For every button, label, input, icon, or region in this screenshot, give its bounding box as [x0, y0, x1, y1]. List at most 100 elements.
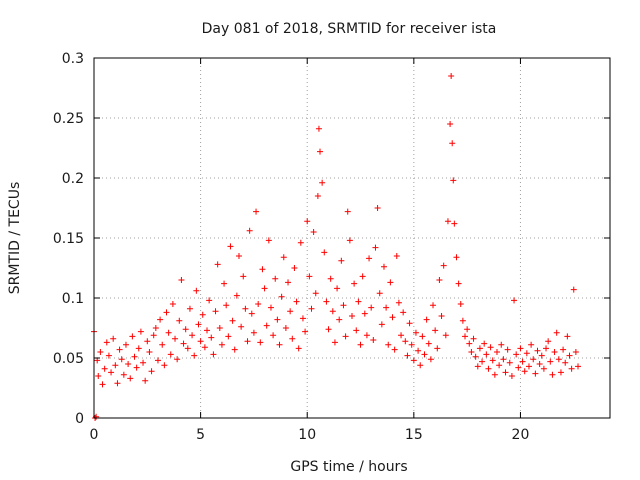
data-point [538, 352, 545, 359]
data-point [261, 285, 268, 292]
data-point [321, 249, 328, 256]
data-point [515, 364, 522, 371]
data-point [476, 345, 483, 352]
data-point [555, 356, 562, 363]
data-point [165, 329, 172, 336]
data-point [218, 341, 225, 348]
data-point [99, 381, 106, 388]
data-point [312, 290, 319, 297]
y-tick-label: 0.25 [53, 111, 84, 127]
data-point [366, 255, 373, 262]
data-point [404, 352, 411, 359]
data-point [105, 352, 112, 359]
data-point [306, 273, 313, 280]
data-point [393, 253, 400, 259]
data-point [472, 353, 479, 360]
data-point [378, 321, 385, 328]
data-point [323, 298, 330, 305]
data-point [353, 327, 360, 334]
data-point [152, 325, 159, 331]
data-point [560, 346, 567, 353]
data-point [287, 308, 294, 315]
data-point [517, 345, 524, 352]
data-point [551, 349, 558, 355]
y-tick-label: 0 [75, 411, 84, 427]
plot-frame [93, 57, 611, 419]
data-point [406, 320, 413, 327]
data-point [453, 254, 460, 261]
data-point [481, 340, 488, 347]
data-point [182, 326, 189, 333]
data-point [118, 356, 125, 363]
data-point [325, 326, 332, 333]
tick-labels: 0 5 10 15 20 0 0.05 0.1 0.15 0.2 0.25 0.3 [53, 51, 530, 443]
x-tick-label: 10 [298, 427, 316, 443]
data-point [225, 333, 232, 340]
data-point [233, 292, 240, 299]
data-point [412, 329, 419, 336]
data-point [344, 208, 351, 215]
data-point [540, 365, 547, 372]
data-point [459, 317, 466, 324]
data-point [103, 339, 110, 346]
data-point [167, 351, 174, 358]
data-point [511, 297, 518, 304]
data-point [308, 305, 315, 312]
data-point [436, 277, 443, 283]
data-point [491, 371, 498, 378]
data-point [442, 332, 449, 339]
data-point [500, 356, 507, 363]
data-point [434, 345, 441, 352]
data-point [534, 347, 541, 354]
data-point [496, 362, 503, 369]
data-point [133, 364, 140, 371]
data-point [336, 316, 343, 323]
data-point [131, 353, 138, 360]
points-layer [91, 73, 582, 421]
data-point [448, 73, 455, 79]
data-point [248, 310, 255, 317]
y-axis-label: SRMTID / TECUs [7, 182, 23, 295]
data-point [295, 345, 302, 352]
data-point [150, 332, 157, 339]
data-point [566, 352, 573, 359]
data-point [466, 340, 473, 347]
data-point [140, 359, 147, 366]
data-point [430, 302, 437, 309]
data-point [120, 371, 127, 378]
data-point [440, 262, 447, 269]
data-point [327, 275, 334, 282]
data-point [114, 380, 121, 387]
data-point [359, 273, 366, 280]
data-point [189, 332, 196, 339]
data-point [278, 293, 285, 300]
data-point [244, 338, 251, 345]
data-point [272, 275, 279, 282]
data-point [525, 363, 532, 370]
data-point [549, 371, 556, 378]
data-point [444, 218, 451, 225]
data-point [270, 332, 277, 339]
data-point [385, 341, 392, 348]
data-point [112, 362, 119, 369]
data-point [108, 369, 115, 376]
data-point [402, 338, 409, 345]
data-point [180, 340, 187, 347]
data-point [425, 340, 432, 347]
data-point [191, 352, 198, 359]
data-point [532, 370, 539, 377]
data-point [349, 313, 355, 319]
data-point [380, 263, 387, 270]
data-point [221, 280, 228, 287]
data-point [372, 244, 379, 251]
data-point [568, 365, 575, 372]
data-point [331, 339, 338, 346]
data-point [176, 317, 183, 324]
data-point [562, 359, 569, 366]
data-point [253, 208, 260, 215]
data-point [197, 338, 204, 345]
data-point [519, 358, 526, 365]
data-point [267, 304, 274, 311]
data-point [204, 327, 211, 334]
